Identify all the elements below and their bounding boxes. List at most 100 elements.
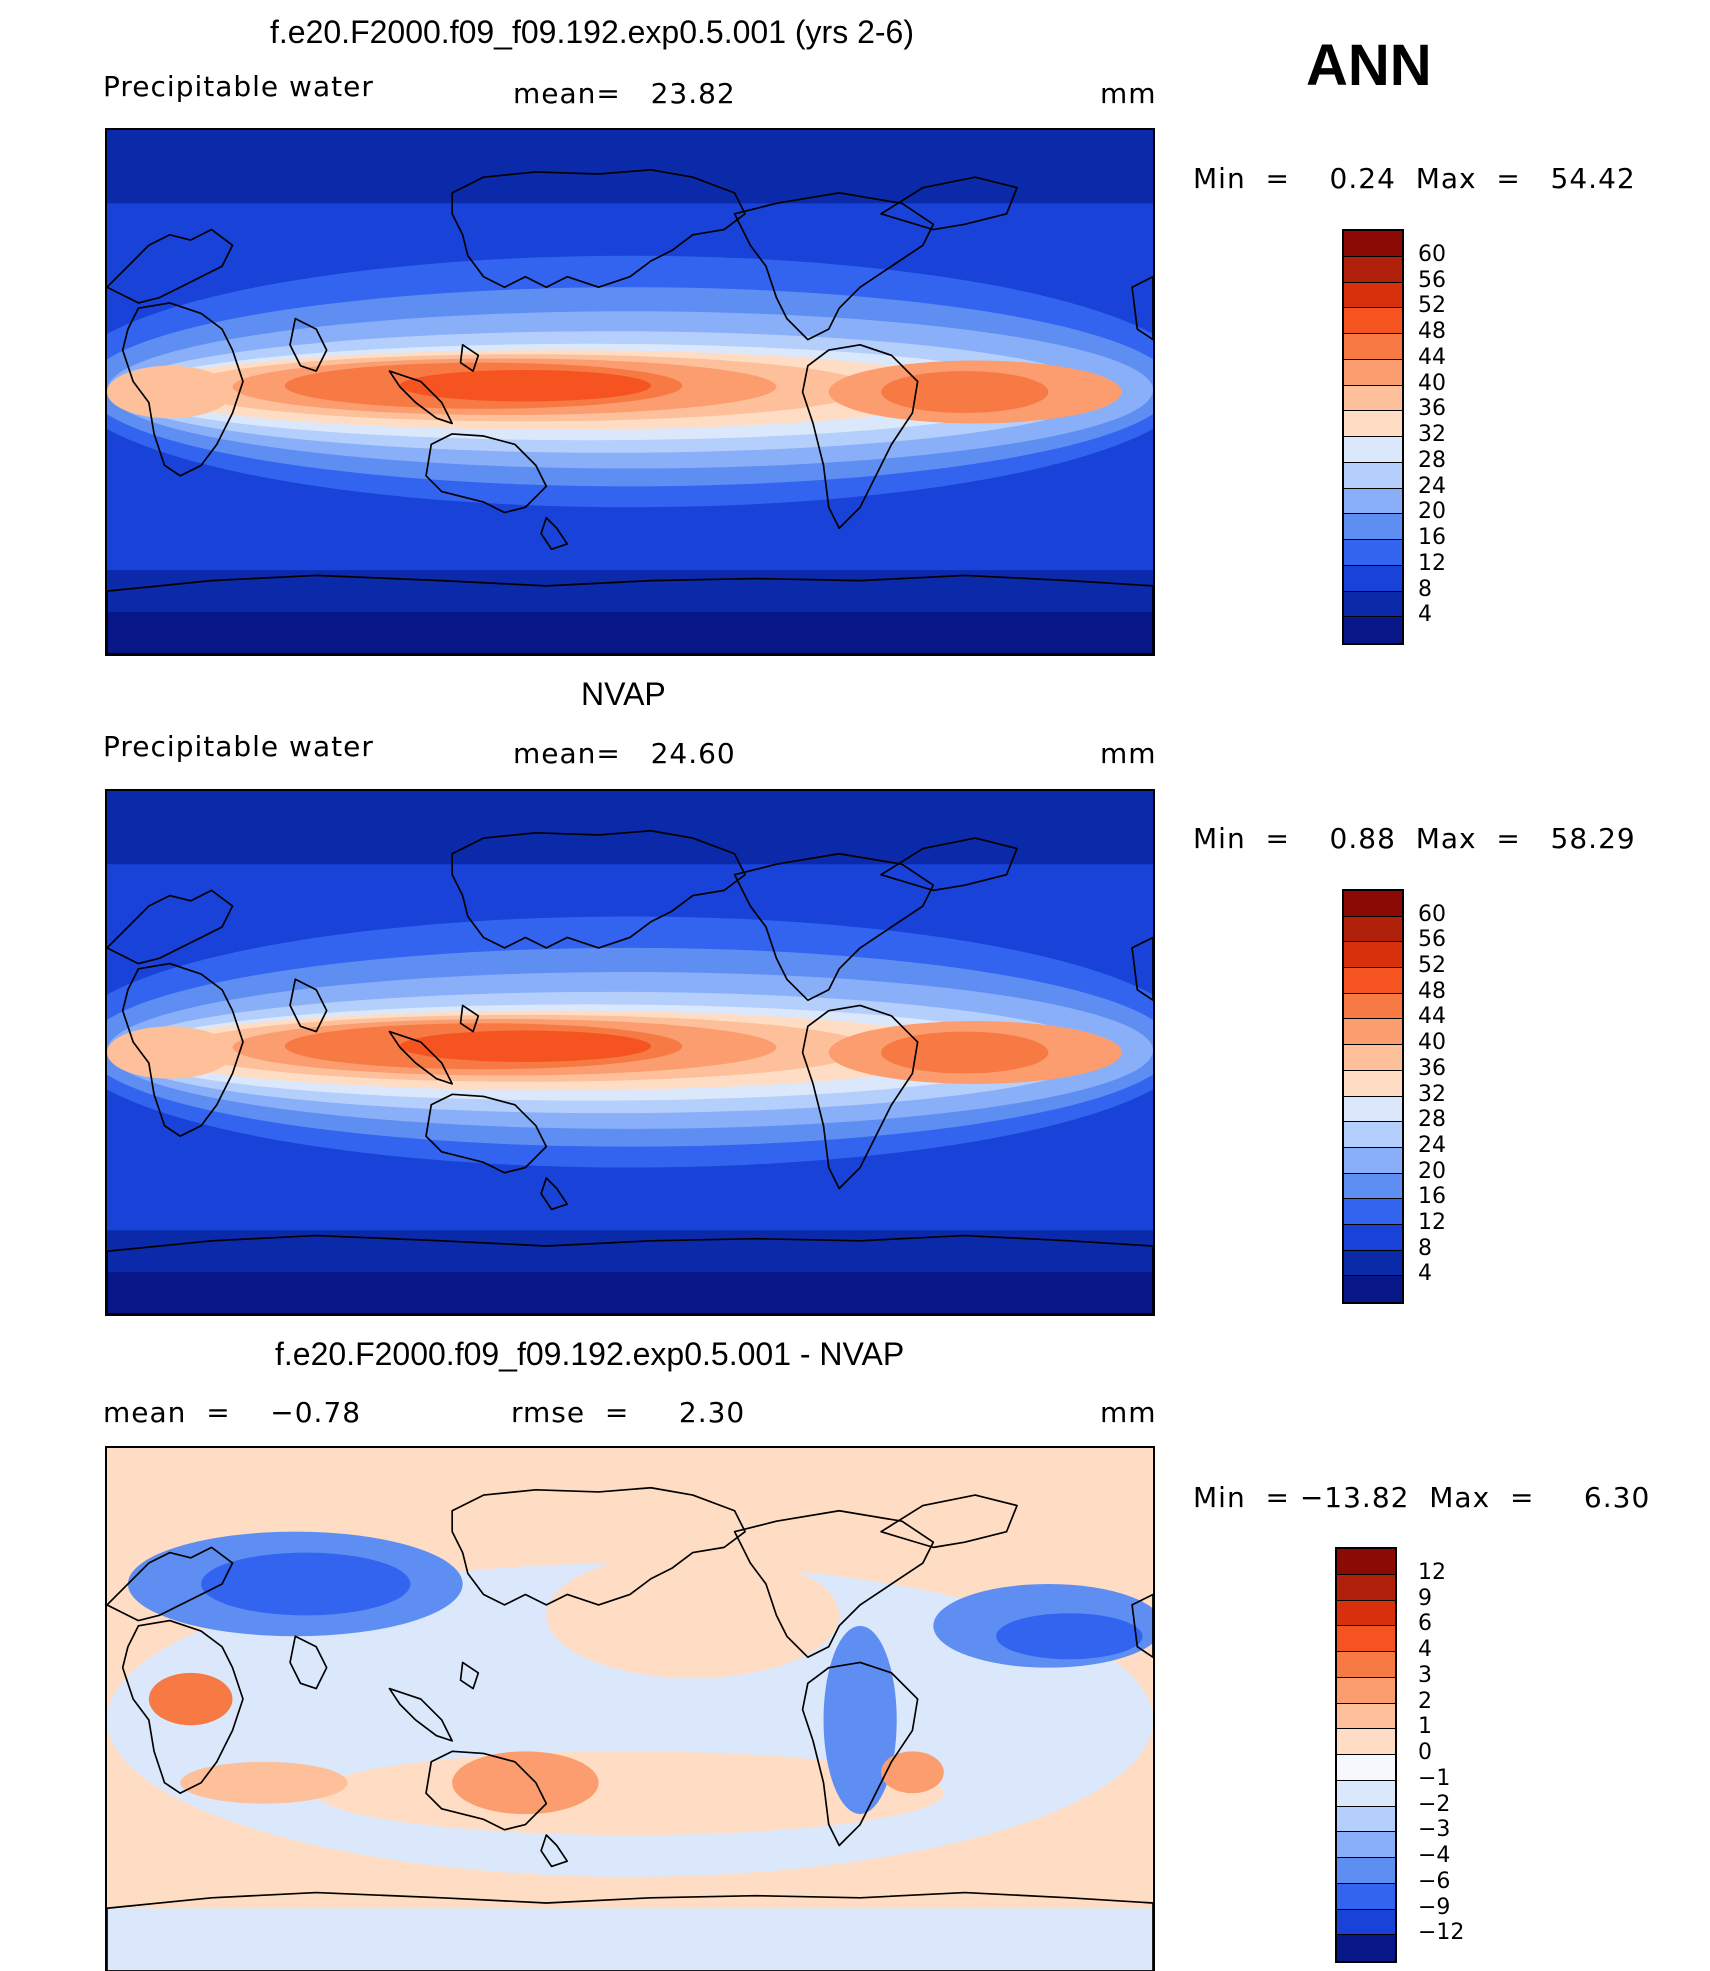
colorbar-label: 40 — [1418, 1030, 1446, 1056]
colorbar-label: 52 — [1418, 293, 1446, 319]
colorbar-swatch — [1344, 565, 1402, 592]
coastline — [880, 176, 1018, 231]
panel-3-title: f.e20.F2000.f09_f09.192.exp0.5.001 - NVA… — [275, 1336, 905, 1372]
colorbar-label: 4 — [1418, 602, 1432, 628]
coastline — [733, 852, 935, 1002]
coastline — [459, 344, 480, 372]
colorbar-swatch — [1337, 1626, 1395, 1652]
colorbar-swatch — [1337, 1755, 1395, 1781]
colorbar-swatch — [1337, 1574, 1395, 1601]
colorbar-swatch — [1344, 282, 1402, 309]
colorbar-swatch — [1344, 1070, 1402, 1097]
coastline — [451, 1486, 746, 1606]
colorbar-swatch — [1344, 1147, 1402, 1174]
colorbar-label: 56 — [1418, 927, 1446, 953]
coastline — [880, 1494, 1018, 1549]
colorbar-swatch — [1344, 591, 1402, 618]
coastline — [388, 370, 454, 425]
colorbar-swatch — [1344, 968, 1402, 994]
colorbar-label: 32 — [1418, 422, 1446, 447]
coastline — [459, 1004, 480, 1033]
panel-1-colorbar — [1342, 229, 1404, 645]
colorbar-swatch — [1344, 540, 1402, 566]
coastline — [540, 1834, 569, 1868]
colorbar-label: 48 — [1418, 319, 1446, 344]
colorbar-label: 60 — [1418, 241, 1446, 267]
colorbar-swatch — [1337, 1858, 1395, 1884]
panel-1-minmax: Min = 0.24 Max = 54.42 — [1193, 162, 1636, 195]
panel-1-mean: mean= 23.82 — [513, 77, 736, 110]
coastline — [107, 1546, 234, 1622]
colorbar-swatch — [1344, 1224, 1402, 1251]
coastline — [733, 192, 935, 341]
colorbar-label: 1 — [1418, 1714, 1432, 1740]
colorbar-label: 16 — [1418, 1184, 1446, 1210]
colorbar-swatch — [1344, 256, 1402, 283]
colorbar-label: 28 — [1418, 447, 1446, 473]
colorbar-swatch — [1337, 1652, 1395, 1678]
coastline — [1131, 1593, 1153, 1659]
colorbar-label: 4 — [1418, 1637, 1432, 1662]
coastline — [121, 962, 244, 1138]
colorbar-swatch — [1344, 462, 1402, 489]
colorbar-swatch — [1337, 1600, 1395, 1627]
colorbar-label: 16 — [1418, 525, 1446, 550]
colorbar-label: −1 — [1418, 1765, 1451, 1791]
colorbar-label: 60 — [1418, 901, 1446, 927]
colorbar-label: 3 — [1418, 1662, 1432, 1688]
colorbar-label: −2 — [1418, 1791, 1451, 1817]
colorbar-swatch — [1344, 488, 1402, 515]
colorbar-label: 6 — [1418, 1611, 1432, 1637]
coastline — [107, 1234, 1153, 1314]
colorbar-swatch — [1337, 1677, 1395, 1704]
coastline — [733, 1509, 935, 1659]
colorbar-swatch — [1344, 1045, 1402, 1071]
colorbar-label: 36 — [1418, 1055, 1446, 1081]
coastline — [1131, 936, 1153, 1002]
colorbar-swatch — [1344, 231, 1402, 257]
colorbar-swatch — [1337, 1909, 1395, 1936]
colorbar-label: 20 — [1418, 499, 1446, 525]
coastline — [388, 1687, 454, 1742]
colorbar-swatch — [1344, 359, 1402, 386]
coastline — [451, 829, 746, 949]
colorbar-swatch — [1344, 334, 1402, 360]
coastline — [425, 433, 548, 514]
colorbar-swatch — [1337, 1883, 1395, 1910]
coastline — [880, 837, 1018, 892]
colorbar-label: 32 — [1418, 1081, 1446, 1107]
colorbar-label: −4 — [1418, 1843, 1451, 1868]
coastline — [540, 1177, 569, 1211]
colorbar-label: 12 — [1418, 1209, 1446, 1235]
coastline — [1131, 275, 1153, 341]
panel-1-title: f.e20.F2000.f09_f09.192.exp0.5.001 (yrs … — [270, 14, 914, 50]
colorbar-swatch — [1344, 993, 1402, 1020]
panel-2-variable: Precipitable water — [103, 730, 374, 763]
colorbar-label: 0 — [1418, 1740, 1432, 1765]
colorbar-swatch — [1344, 916, 1402, 943]
colorbar-label: 56 — [1418, 267, 1446, 293]
colorbar-swatch — [1337, 1703, 1395, 1730]
coastline — [289, 317, 328, 372]
panel-3-minmax: Min = −13.82 Max = 6.30 — [1193, 1481, 1651, 1514]
colorbar-label: −3 — [1418, 1817, 1451, 1843]
coastline — [451, 168, 746, 289]
coastline — [388, 1030, 454, 1085]
coastline — [425, 1093, 548, 1174]
colorbar-swatch — [1337, 1935, 1395, 1961]
colorbar-label: 48 — [1418, 978, 1446, 1004]
coastline — [801, 344, 919, 530]
panel-3-mean: mean = −0.78 — [103, 1396, 362, 1429]
colorbar-swatch — [1337, 1729, 1395, 1755]
panel-3-map — [105, 1446, 1155, 1971]
panel-2-minmax: Min = 0.88 Max = 58.29 — [1193, 822, 1636, 855]
colorbar-label: 44 — [1418, 1004, 1446, 1030]
colorbar-label: 9 — [1418, 1585, 1432, 1611]
coastline — [801, 1004, 919, 1190]
coastline — [107, 228, 234, 304]
panel-3-rmse: rmse = 2.30 — [511, 1396, 746, 1429]
colorbar-swatch — [1344, 308, 1402, 334]
season-label: ANN — [1306, 33, 1432, 98]
colorbar-label: 44 — [1418, 344, 1446, 370]
colorbar-label: 40 — [1418, 370, 1446, 396]
